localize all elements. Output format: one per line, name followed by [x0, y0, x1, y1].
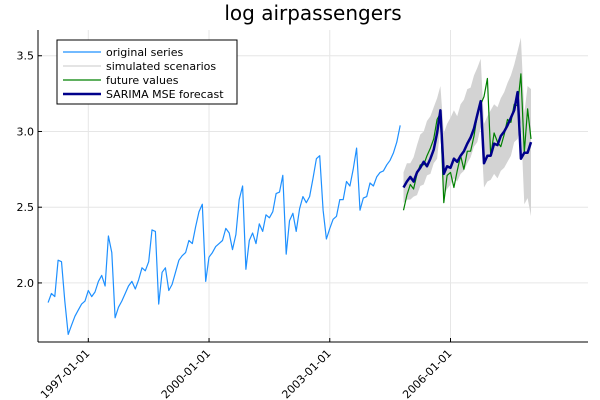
legend-label-scenarios: simulated scenarios [106, 60, 216, 73]
legend: original series simulated scenarios futu… [56, 39, 238, 105]
series-lines [47, 73, 533, 335]
x-tick-label: 2000-01-01 [159, 347, 213, 400]
y-tick-label: 3.5 [17, 50, 35, 63]
scenario-band [403, 37, 531, 217]
chart-title: log airpassengers [224, 1, 401, 25]
forecast-line [402, 90, 533, 189]
scenario-band-area [403, 37, 531, 217]
x-tick-label: 2006-01-01 [400, 347, 454, 400]
legend-label-forecast: SARIMA MSE forecast [106, 88, 224, 101]
y-tick-label: 3.0 [17, 125, 35, 138]
legend-label-future: future values [106, 74, 179, 87]
y-tick-label: 2.0 [17, 277, 35, 290]
original-series-line [47, 125, 401, 335]
x-tick-label: 2003-01-01 [279, 347, 333, 400]
legend-label-original: original series [106, 46, 183, 59]
x-tick-label: 1997-01-01 [38, 347, 92, 400]
y-tick-label: 2.5 [17, 201, 35, 214]
